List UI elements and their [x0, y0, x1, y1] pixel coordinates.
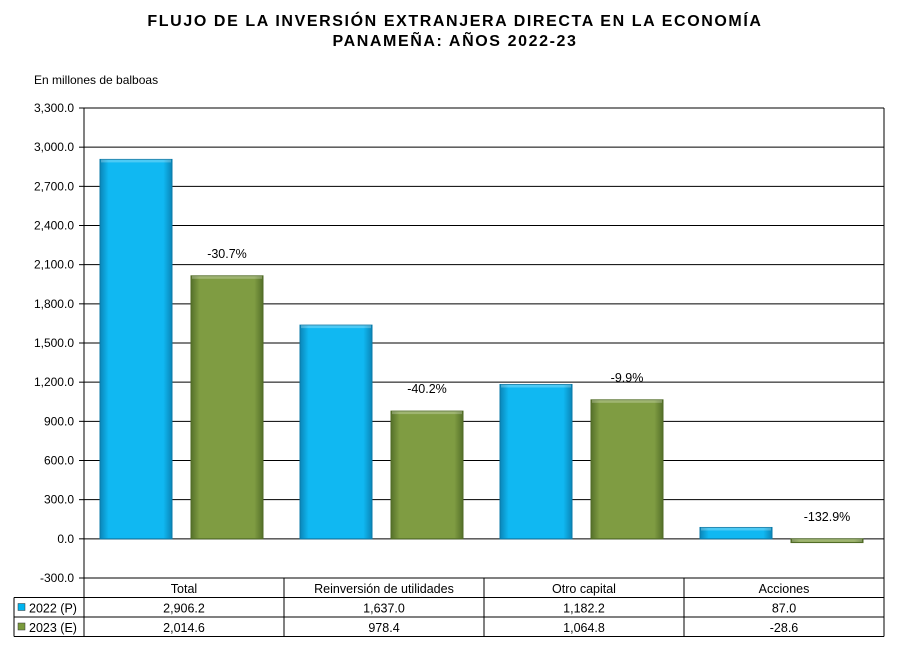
bars — [99, 158, 864, 544]
annotations: -30.7% -40.2% -9.9% -132.9% — [207, 247, 850, 524]
y-tick-label: 1,500.0 — [34, 336, 74, 350]
change-annotation: -9.9% — [611, 371, 644, 385]
y-tick-label: 3,000.0 — [34, 140, 74, 154]
y-tick-label: 2,700.0 — [34, 179, 74, 193]
bar-highlight — [792, 538, 862, 542]
category-label: Reinversión de utilidades — [314, 582, 454, 596]
chart-title: FLUJO DE LA INVERSIÓN EXTRANJERA DIRECTA… — [0, 12, 910, 52]
bar — [299, 324, 373, 540]
bar-highlight — [301, 325, 371, 329]
y-tick-label: 2,100.0 — [34, 258, 74, 272]
table-value: 978.4 — [368, 621, 399, 635]
legend-label: 2023 (E) — [29, 621, 77, 635]
y-tick-label: 300.0 — [44, 493, 74, 507]
change-annotation: -30.7% — [207, 247, 247, 261]
bar-highlight — [392, 411, 462, 415]
bar — [390, 410, 464, 540]
chart-title-line-2: PANAMEÑA: AÑOS 2022-23 — [332, 33, 578, 50]
category-label: Total — [171, 582, 197, 596]
y-tick-label: 1,800.0 — [34, 297, 74, 311]
change-annotation: -40.2% — [407, 382, 447, 396]
bar — [699, 526, 773, 540]
data-table: Total Reinversión de utilidades Otro capit… — [13, 577, 885, 637]
category-label: Acciones — [759, 582, 810, 596]
bar — [190, 275, 264, 540]
bar-highlight — [192, 275, 262, 279]
bar-highlight — [501, 384, 571, 388]
y-axis: -300.0 0.0 300.0 600.0 900.0 1,200.0 1,500.0 1,… — [34, 101, 84, 585]
table-value: 1,064.8 — [563, 621, 605, 635]
bar — [790, 538, 864, 544]
chart-title-line-1: FLUJO DE LA INVERSIÓN EXTRANJERA DIRECTA… — [147, 13, 763, 30]
y-tick-label: -300.0 — [40, 571, 74, 585]
table-value: 87.0 — [772, 602, 796, 616]
table-value: 1,182.2 — [563, 602, 605, 616]
table-value: 2,014.6 — [163, 621, 205, 635]
bar-highlight — [592, 399, 662, 403]
y-tick-label: 600.0 — [44, 454, 74, 468]
y-tick-label: 1,200.0 — [34, 375, 74, 389]
change-annotation: -132.9% — [804, 510, 851, 524]
bar — [590, 399, 664, 540]
legend-swatch — [17, 622, 26, 631]
bar-highlight — [701, 527, 771, 531]
table-value: 1,637.0 — [363, 602, 405, 616]
y-tick-label: 0.0 — [57, 532, 74, 546]
table-value: 2,906.2 — [163, 602, 205, 616]
y-tick-label: 900.0 — [44, 414, 74, 428]
bar-highlight — [101, 159, 171, 163]
y-tick-label: 2,400.0 — [34, 219, 74, 233]
bar — [499, 383, 573, 540]
table-value: -28.6 — [770, 621, 799, 635]
legend-swatch — [17, 603, 26, 611]
bar — [99, 158, 173, 540]
y-tick-label: 3,300.0 — [34, 101, 74, 115]
unit-label: En millones de balboas — [34, 73, 159, 87]
legend-label: 2022 (P) — [29, 602, 77, 616]
category-label: Otro capital — [552, 582, 616, 596]
